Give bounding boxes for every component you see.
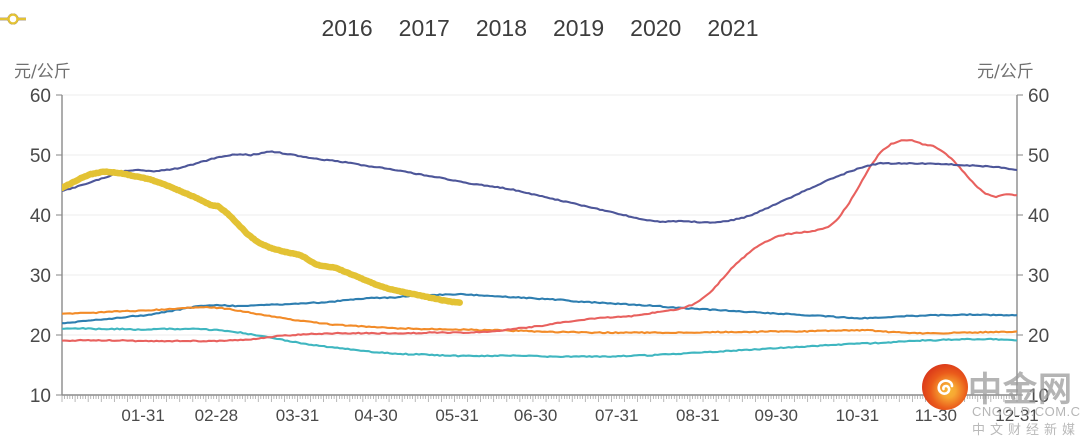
svg-text:40: 40 xyxy=(30,206,51,227)
svg-text:50: 50 xyxy=(30,146,51,167)
legend-label-2019: 2019 xyxy=(553,14,605,41)
svg-text:20: 20 xyxy=(1028,326,1049,347)
svg-text:04-30: 04-30 xyxy=(354,406,397,425)
svg-text:40: 40 xyxy=(1028,206,1049,227)
svg-text:01-31: 01-31 xyxy=(121,406,164,425)
svg-text:30: 30 xyxy=(30,266,51,287)
svg-text:07-31: 07-31 xyxy=(595,406,638,425)
y-axis-unit-right: 元/公斤 xyxy=(977,62,1034,82)
svg-text:20: 20 xyxy=(30,326,51,347)
legend-marker-2021-icon xyxy=(0,13,26,25)
legend-label-2016: 2016 xyxy=(321,14,373,41)
chart-legend: 2016 2017 2018 2019 xyxy=(0,12,1080,44)
y-axis-unit-left: 元/公斤 xyxy=(14,62,71,82)
svg-text:60: 60 xyxy=(1028,86,1049,107)
legend-label-2021: 2021 xyxy=(707,14,759,41)
legend-label-2018: 2018 xyxy=(475,14,527,41)
svg-text:09-30: 09-30 xyxy=(755,406,798,425)
svg-text:10: 10 xyxy=(30,386,51,407)
svg-text:10-31: 10-31 xyxy=(836,406,879,425)
svg-text:30: 30 xyxy=(1028,266,1049,287)
svg-text:03-31: 03-31 xyxy=(276,406,319,425)
svg-text:06-30: 06-30 xyxy=(514,406,557,425)
svg-text:02-28: 02-28 xyxy=(195,406,238,425)
svg-text:60: 60 xyxy=(30,86,51,107)
legend-label-2017: 2017 xyxy=(398,14,450,41)
svg-text:50: 50 xyxy=(1028,146,1049,167)
legend-item-2021[interactable]: 2021 xyxy=(0,13,759,41)
svg-text:12-31: 12-31 xyxy=(995,406,1038,425)
svg-text:10: 10 xyxy=(1028,386,1049,407)
legend-label-2020: 2020 xyxy=(630,14,682,41)
svg-text:11-30: 11-30 xyxy=(915,406,957,425)
svg-text:08-31: 08-31 xyxy=(676,406,719,425)
svg-text:05-31: 05-31 xyxy=(435,406,478,425)
